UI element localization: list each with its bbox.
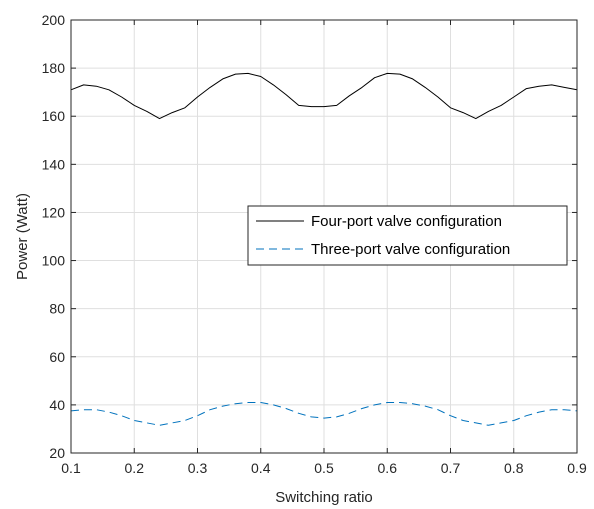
y-tick-label: 200: [42, 12, 66, 28]
series-line-four-port: [70, 72, 578, 120]
axis-ticks: [70, 19, 578, 454]
x-tick-label: 0.8: [504, 460, 524, 476]
y-axis-label: Power (Watt): [14, 193, 31, 280]
y-tick-label: 160: [42, 108, 66, 124]
y-axis-tick-labels: 20 40 60 80 100 120 140 160 180 200: [42, 12, 66, 461]
legend: Four-port valve configuration Three-port…: [247, 205, 568, 266]
x-tick-label: 0.5: [314, 460, 334, 476]
series-lines: [70, 72, 578, 426]
y-tick-label: 80: [49, 301, 65, 317]
y-tick-label: 40: [49, 397, 65, 413]
y-tick-label: 100: [42, 253, 66, 269]
y-tick-label: 140: [42, 156, 66, 172]
x-tick-label: 0.2: [125, 460, 145, 476]
legend-box: [247, 205, 568, 266]
x-tick-label: 0.9: [567, 460, 587, 476]
x-tick-label: 0.7: [441, 460, 461, 476]
y-tick-label: 20: [49, 445, 65, 461]
legend-label-four-port: Four-port valve configuration: [311, 213, 502, 230]
x-axis-tick-labels: 0.1 0.2 0.3 0.4 0.5 0.6 0.7 0.8 0.9: [61, 460, 587, 476]
x-axis-label: Switching ratio: [275, 489, 373, 506]
y-tick-label: 180: [42, 60, 66, 76]
legend-label-three-port: Three-port valve configuration: [311, 241, 510, 258]
series-line-three-port: [70, 402, 578, 426]
x-tick-label: 0.1: [61, 460, 81, 476]
y-tick-label: 60: [49, 349, 65, 365]
x-tick-label: 0.6: [378, 460, 398, 476]
x-tick-label: 0.3: [188, 460, 208, 476]
y-tick-label: 120: [42, 204, 66, 220]
x-tick-label: 0.4: [251, 460, 271, 476]
